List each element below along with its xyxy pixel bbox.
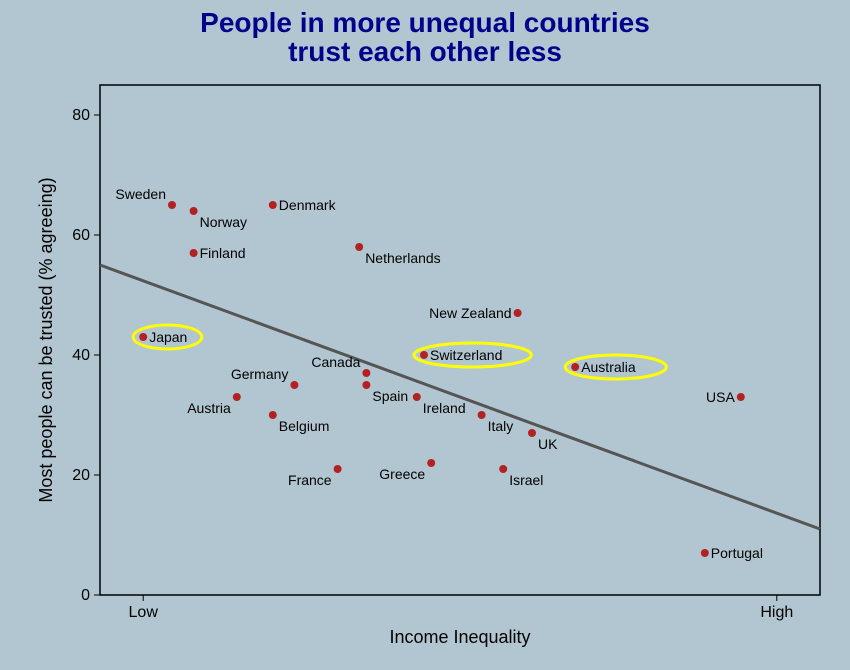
data-point (413, 393, 421, 401)
point-label: UK (538, 436, 558, 452)
chart-svg: 0 20 40 60 80 Low High Income Inequality Most pe… (30, 75, 830, 655)
data-point (362, 381, 370, 389)
data-point (290, 381, 298, 389)
data-point (362, 369, 370, 377)
title-line2: trust each other less (288, 36, 562, 67)
point-label: Netherlands (365, 250, 441, 266)
y-tick-label: 20 (72, 467, 90, 484)
y-axis-label: Most people can be trusted (% agreeing) (36, 177, 56, 502)
point-label: Belgium (279, 418, 330, 434)
point-label: Canada (311, 354, 360, 370)
point-label: France (288, 472, 332, 488)
data-point (355, 243, 363, 251)
point-label: Australia (581, 359, 636, 375)
data-point (269, 201, 277, 209)
data-point (499, 465, 507, 473)
point-label: Spain (372, 388, 408, 404)
data-point (233, 393, 241, 401)
data-point (190, 249, 198, 257)
scatter-chart: 0 20 40 60 80 Low High Income Inequality Most pe… (30, 75, 830, 655)
chart-title: People in more unequal countries trust e… (0, 0, 850, 67)
data-point (427, 459, 435, 467)
point-label: Finland (200, 245, 246, 261)
point-label: Italy (488, 418, 514, 434)
data-point (168, 201, 176, 209)
point-label: Japan (149, 329, 187, 345)
data-point (737, 393, 745, 401)
plot-border (100, 85, 820, 595)
point-label: USA (706, 389, 735, 405)
data-point (571, 363, 579, 371)
point-label: Israel (509, 472, 543, 488)
data-point (514, 309, 522, 317)
data-point (269, 411, 277, 419)
point-label: Norway (200, 214, 247, 230)
point-label: New Zealand (429, 305, 512, 321)
x-tick-label: Low (129, 604, 159, 621)
data-point (528, 429, 536, 437)
point-label: Greece (379, 466, 425, 482)
data-point (420, 351, 428, 359)
point-label: Denmark (279, 197, 337, 213)
data-point (701, 549, 709, 557)
y-tick-label: 40 (72, 347, 90, 364)
point-label: Ireland (423, 400, 466, 416)
title-line1: People in more unequal countries (200, 7, 650, 38)
y-tick-label: 60 (72, 227, 90, 244)
x-axis-label: Income Inequality (389, 627, 530, 647)
data-point (334, 465, 342, 473)
x-tick-label: High (760, 604, 793, 621)
point-label: Germany (231, 366, 289, 382)
y-tick-label: 0 (81, 587, 90, 604)
data-point (139, 333, 147, 341)
data-point (190, 207, 198, 215)
point-label: Portugal (711, 545, 763, 561)
point-label: Austria (187, 400, 231, 416)
data-point (478, 411, 486, 419)
y-tick-label: 80 (72, 107, 90, 124)
point-label: Switzerland (430, 347, 502, 363)
point-label: Sweden (115, 186, 166, 202)
